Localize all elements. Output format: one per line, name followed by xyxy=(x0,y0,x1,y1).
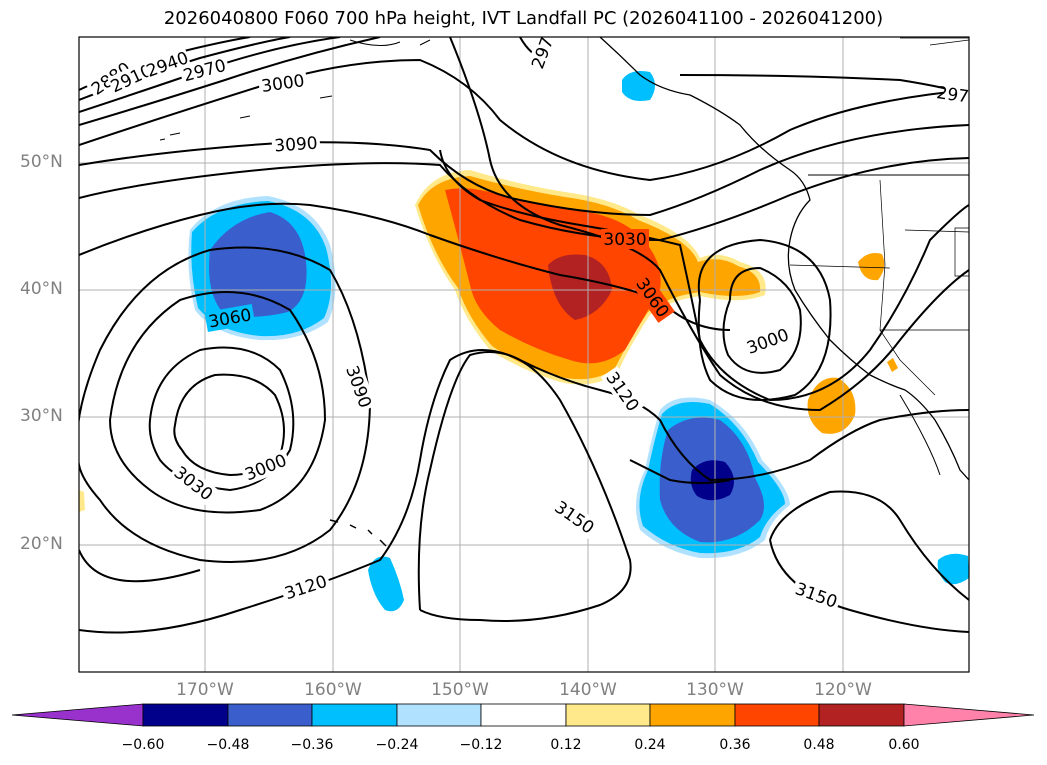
colorbar-tick: 0.12 xyxy=(550,737,582,753)
colorbar-cell xyxy=(480,703,567,727)
contour-label: 3090 xyxy=(341,363,375,410)
colorbar-extend-max xyxy=(903,703,1035,727)
colorbar-tick: 0.48 xyxy=(803,737,835,753)
lat-label: 50°N xyxy=(20,152,63,172)
lon-label: 130°W xyxy=(686,680,744,700)
map-frame xyxy=(78,36,970,673)
colorbar-cell xyxy=(734,703,820,727)
contour-label: 2970 xyxy=(935,83,981,109)
graticule xyxy=(79,37,969,672)
colorbar-cell xyxy=(565,703,651,727)
lat-label: 20°N xyxy=(20,534,63,554)
ivt-negative-anomaly xyxy=(188,71,969,612)
lon-label: 150°W xyxy=(431,680,489,700)
lon-label: 170°W xyxy=(176,680,234,700)
colorbar-tick: 0.36 xyxy=(719,737,751,753)
contour-label: 3000 xyxy=(242,451,290,486)
colorbar-tick: 0.60 xyxy=(888,737,920,753)
plot-title: 2026040800 F060 700 hPa height, IVT Land… xyxy=(163,8,884,29)
colorbar-tick: −0.12 xyxy=(459,737,503,753)
colorbar-tick: −0.60 xyxy=(121,737,165,753)
colorbar-tick: −0.36 xyxy=(290,737,334,753)
contour-label: 3150 xyxy=(792,579,839,613)
colorbar-cell xyxy=(311,703,398,727)
colorbar-cell xyxy=(649,703,736,727)
colorbar xyxy=(11,703,1035,727)
contour-label: 3120 xyxy=(282,572,329,604)
contour-label: 2970 xyxy=(528,24,562,71)
contour-label: 3000 xyxy=(744,325,791,359)
colorbar-tick: 0.24 xyxy=(634,737,666,753)
contour-label: 3030 xyxy=(603,230,646,250)
contour-label: 3090 xyxy=(274,134,319,157)
colorbar-extend-min xyxy=(11,703,144,727)
colorbar-cell xyxy=(818,703,905,727)
lat-label: 40°N xyxy=(20,279,63,299)
colorbar-cell xyxy=(396,703,482,727)
colorbar-cell xyxy=(142,703,229,727)
colorbar-tick: −0.48 xyxy=(206,737,250,753)
colorbar-cell xyxy=(227,703,313,727)
colorbar-tick: −0.24 xyxy=(375,737,419,753)
lon-label: 140°W xyxy=(559,680,617,700)
lat-label: 30°N xyxy=(20,406,63,426)
coastlines xyxy=(159,37,969,547)
lon-label: 160°W xyxy=(304,680,362,700)
lon-label: 120°W xyxy=(814,680,872,700)
